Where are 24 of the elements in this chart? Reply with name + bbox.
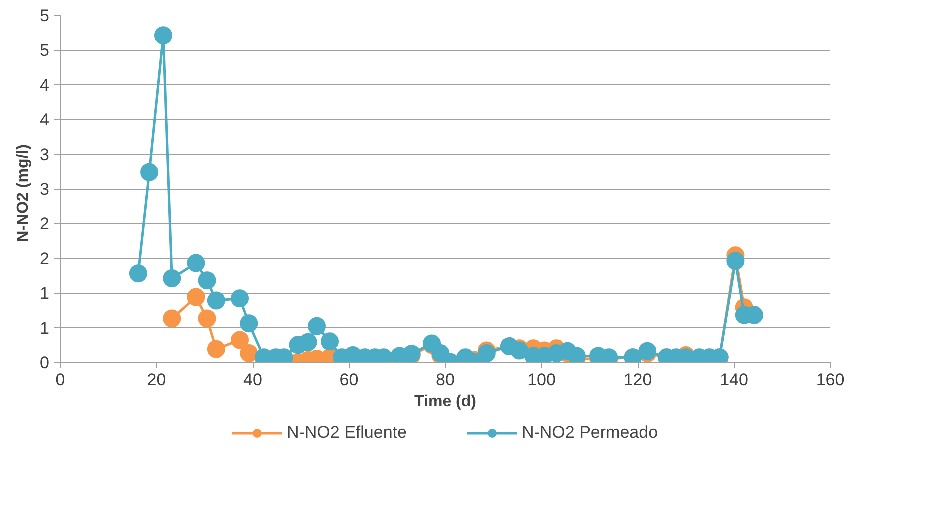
x-tick-label: 0 [56, 370, 66, 390]
y-axis-title: N-NO2 (mg/l) [15, 144, 32, 242]
x-tick-label: 140 [720, 370, 748, 390]
x-tick-label: 100 [528, 370, 556, 390]
y-tick-label: 5 [40, 41, 50, 60]
y-tick-label: 2 [40, 214, 50, 234]
legend-label: N-NO2 Permeado [522, 423, 658, 443]
y-tick-label: 4 [40, 110, 50, 130]
x-tick-label: 60 [340, 370, 359, 390]
x-tick-label: 80 [436, 370, 455, 390]
y-tick-label: 5 [40, 6, 50, 26]
x-tick-label: 40 [244, 370, 262, 390]
y-tick-label: 3 [40, 180, 50, 199]
y-tick-label: 3 [40, 145, 50, 164]
y-tick-label: 4 [40, 76, 50, 95]
x-tick-label: 120 [624, 370, 652, 390]
legend-label: N-NO2 Efluente [286, 423, 407, 443]
x-tick-label: 160 [816, 370, 845, 390]
y-tick-label: 0 [40, 354, 50, 372]
x-axis-title: Time (d) [414, 394, 476, 410]
x-tick-label: 20 [147, 370, 166, 390]
y-tick-label: 2 [40, 249, 50, 268]
y-tick-label: 1 [40, 318, 50, 338]
y-tick-label: 1 [40, 284, 50, 304]
